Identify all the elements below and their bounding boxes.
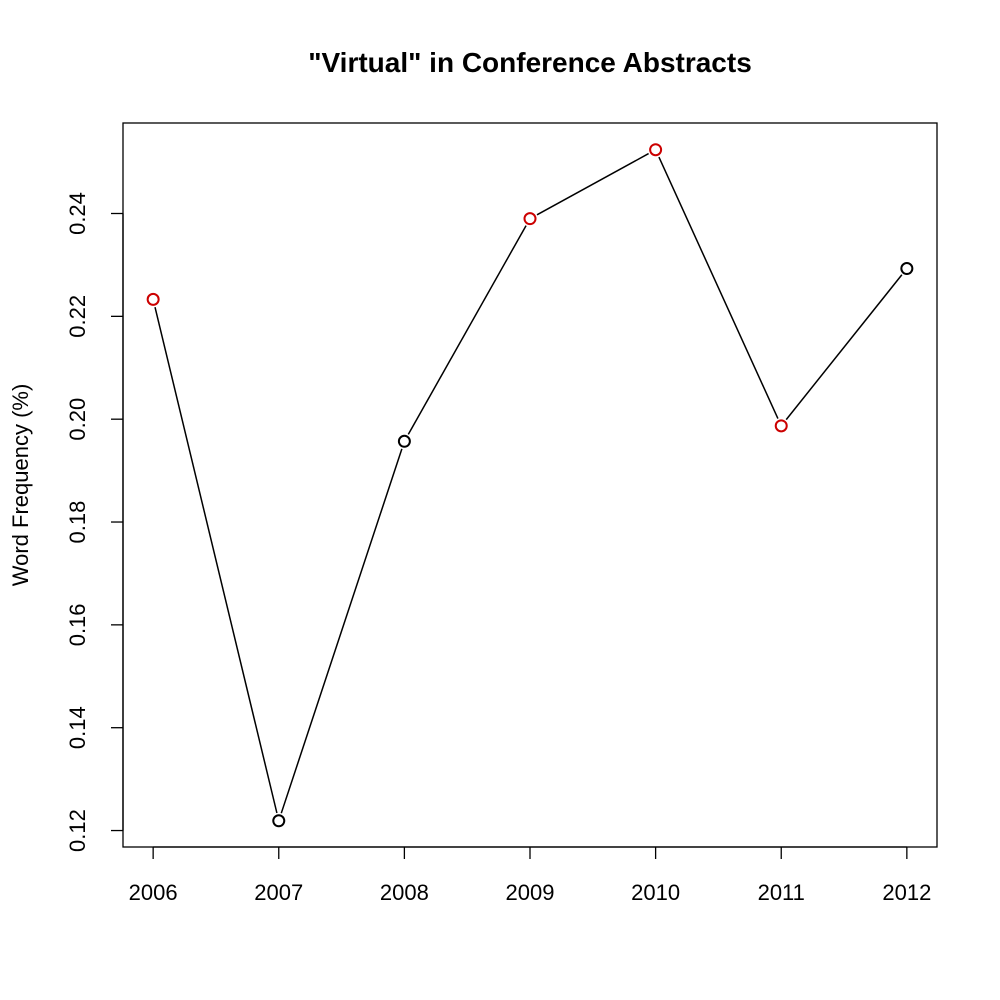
data-point <box>900 262 914 276</box>
series-line-segment <box>154 306 278 814</box>
series-line-segment <box>280 448 403 814</box>
x-tick-label: 2011 <box>758 880 805 905</box>
x-tick-label: 2006 <box>129 880 178 905</box>
x-tick-label: 2012 <box>882 880 931 905</box>
series-line-segment <box>407 225 527 435</box>
series-line-segment <box>536 152 649 216</box>
y-axis: 0.12 0.14 0.16 0.18 0.20 0.22 0.24 <box>65 192 124 852</box>
series-points <box>146 143 914 828</box>
data-point <box>523 212 537 226</box>
data-point <box>774 419 788 433</box>
series-line-segment <box>785 274 903 421</box>
x-tick-label: 2009 <box>506 880 555 905</box>
x-tick-label: 2008 <box>380 880 429 905</box>
data-point <box>397 434 411 448</box>
plot-frame <box>122 122 938 848</box>
chart-title: "Virtual" in Conference Abstracts <box>308 47 752 78</box>
x-tick-label: 2010 <box>631 880 680 905</box>
y-tick-label: 0.18 <box>65 501 90 544</box>
data-point <box>649 143 663 157</box>
y-tick-label: 0.24 <box>65 192 90 235</box>
y-tick-label: 0.12 <box>65 809 90 852</box>
series-line-segment <box>658 156 779 419</box>
data-point <box>272 814 286 828</box>
y-tick-label: 0.14 <box>65 706 90 749</box>
y-tick-label: 0.16 <box>65 603 90 646</box>
series-lines <box>154 152 903 814</box>
x-axis: 2006 2007 2008 2009 2010 2011 2012 <box>129 846 931 905</box>
y-tick-label: 0.20 <box>65 398 90 441</box>
x-tick-label: 2007 <box>254 880 303 905</box>
y-tick-label: 0.22 <box>65 295 90 338</box>
data-point <box>146 292 160 306</box>
y-axis-label: Word Frequency (%) <box>8 384 33 587</box>
